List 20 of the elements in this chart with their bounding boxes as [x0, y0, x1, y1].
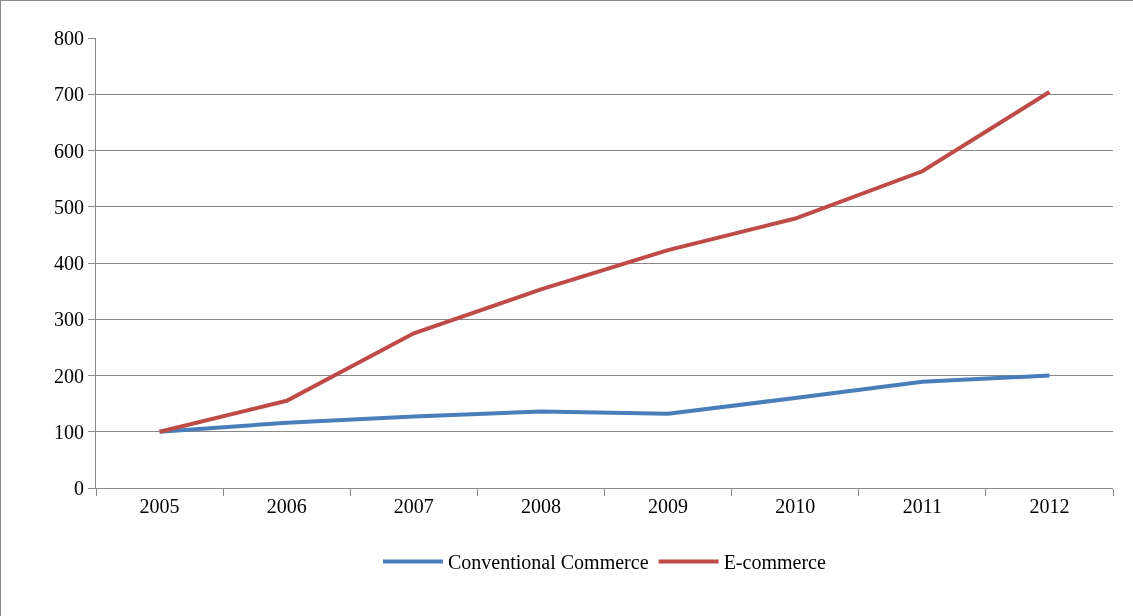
x-tick-label: 2008 [520, 495, 561, 517]
line-series [157, 90, 1052, 434]
legend-label: E-commerce [723, 551, 826, 574]
x-tick-label: 2007 [393, 495, 434, 517]
y-tick-label: 400 [54, 252, 84, 274]
y-tick-label: 500 [54, 195, 84, 218]
y-tick-label: 200 [54, 364, 84, 387]
y-tick-label: 100 [54, 420, 84, 443]
x-tick-label: 2005 [139, 495, 180, 517]
y-tick-label: 800 [54, 27, 84, 49]
y-tick-label: 300 [54, 308, 84, 331]
x-tick-label: 2006 [266, 495, 307, 517]
x-tick-label: 2010 [775, 495, 816, 517]
y-tick-label: 600 [54, 139, 84, 162]
y-tick-label: 700 [54, 83, 84, 106]
x-tick-label: 2009 [648, 495, 689, 517]
legend-label: Conventional Commerce [448, 551, 649, 574]
y-tick-label: 0 [74, 477, 84, 499]
x-tick-label: 2011 [902, 495, 942, 517]
x-tick-label: 2012 [1029, 495, 1070, 517]
